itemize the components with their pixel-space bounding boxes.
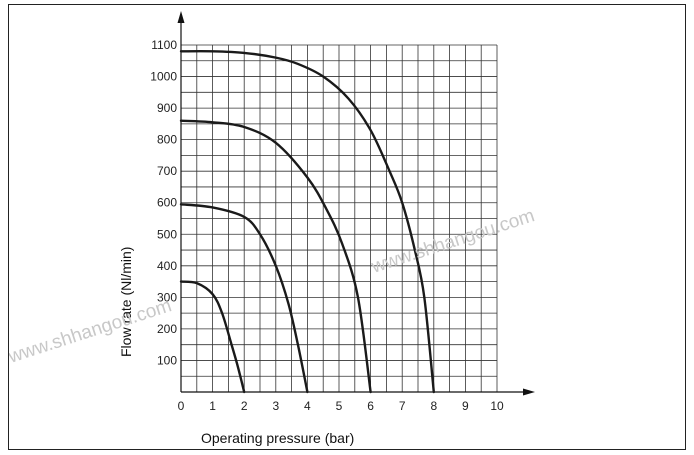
y-tick-label: 900 [157, 101, 177, 115]
y-tick-label: 300 [157, 290, 177, 304]
x-tick-labels: 0 1 2 3 4 5 6 7 8 9 10 [178, 399, 504, 413]
x-tick-label: 4 [304, 399, 311, 413]
curve-series-4 [179, 49, 435, 394]
x-tick-label: 10 [490, 399, 504, 413]
y-axis-label: Flow rate (Nl/min) [118, 247, 134, 357]
y-tick-label: 800 [157, 133, 177, 147]
x-tick-label: 6 [367, 399, 374, 413]
y-tick-label: 500 [157, 227, 177, 241]
y-tick-labels: 100 200 300 400 500 600 700 800 900 1000 1100 [150, 38, 177, 367]
x-axis-label: Operating pressure (bar) [201, 430, 354, 446]
y-tick-label: 700 [157, 164, 177, 178]
curve-series-2 [179, 203, 309, 394]
grid [181, 44, 498, 392]
curve-series-3 [179, 119, 372, 394]
y-tick-label: 100 [157, 353, 177, 367]
y-tick-label: 600 [157, 196, 177, 210]
watermark-left: www.shhangou.com [9, 295, 174, 368]
x-tick-label: 0 [178, 399, 185, 413]
curves [179, 49, 435, 394]
y-tick-label: 1000 [150, 70, 177, 84]
x-tick-label: 5 [336, 399, 343, 413]
y-tick-label: 200 [157, 322, 177, 336]
y-axis-arrow [177, 11, 185, 23]
x-axis-arrow [523, 388, 535, 396]
x-tick-label: 7 [399, 399, 406, 413]
x-tick-label: 9 [462, 399, 469, 413]
x-tick-label: 1 [209, 399, 216, 413]
x-tick-label: 8 [430, 399, 437, 413]
y-tick-label: 1100 [151, 38, 177, 52]
watermark-right: www.shhangou.com [368, 205, 537, 278]
x-tick-label: 2 [241, 399, 248, 413]
curve-series-1 [179, 280, 246, 394]
chart-frame: 0 1 2 3 4 5 6 7 8 9 10 100 200 300 400 500 600 700 800 900… [8, 4, 686, 450]
chart-svg: 0 1 2 3 4 5 6 7 8 9 10 100 200 300 400 500 600 700 800 900… [9, 11, 537, 446]
x-tick-label: 3 [272, 399, 279, 413]
y-tick-label: 400 [157, 259, 177, 273]
